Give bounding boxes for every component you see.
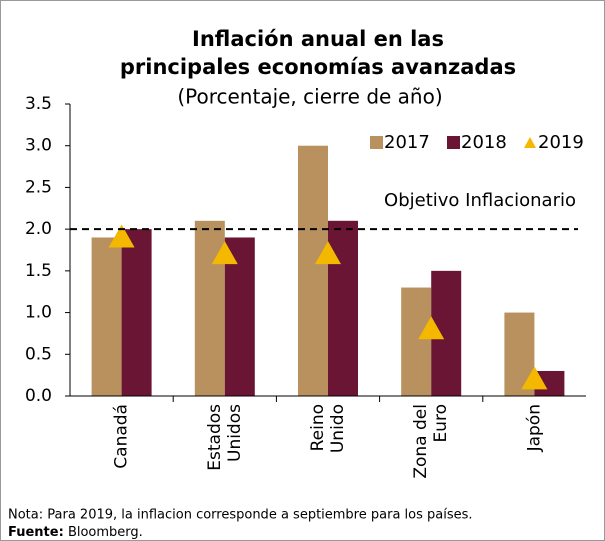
chart-title: principales economías avanzadas: [120, 55, 516, 79]
y-tick-label: 3.5: [25, 94, 52, 114]
chart-title: Inflación anual en las: [192, 27, 444, 51]
source-label: Fuente:: [8, 525, 64, 540]
x-tick-label: Euro: [431, 404, 451, 443]
y-tick-label: 1.5: [25, 261, 52, 281]
legend-label: 2017: [384, 132, 430, 153]
bar: [298, 145, 328, 396]
x-tick-label: Unido: [328, 404, 348, 453]
bar: [328, 220, 358, 396]
reference-label: Objetivo Inflacionario: [384, 190, 576, 211]
note: Nota: Para 2019, la inflacion correspond…: [8, 508, 473, 523]
source-text: Bloomberg.: [68, 525, 143, 540]
marker: [521, 366, 548, 390]
y-tick-label: 2.0: [25, 219, 52, 239]
y-tick-label: 0.0: [25, 386, 52, 406]
x-tick-label: Reino: [308, 404, 328, 451]
bar: [121, 229, 152, 396]
legend-label: 2018: [461, 132, 507, 153]
marker: [108, 224, 135, 248]
x-tick-label: Zona del: [411, 404, 431, 479]
source: Fuente: Bloomberg.: [8, 525, 143, 540]
bar: [401, 287, 432, 396]
marker: [315, 241, 341, 265]
x-tick-label: Japón: [524, 404, 544, 452]
legend-swatch: [447, 136, 460, 149]
marker: [418, 316, 445, 340]
marker: [211, 241, 238, 265]
legend-swatch: [524, 137, 536, 148]
bar: [194, 220, 225, 396]
y-tick-label: 3.0: [25, 136, 52, 156]
legend-swatch: [370, 136, 383, 149]
x-tick-label: Unidos: [225, 404, 245, 462]
y-tick-label: 0.5: [25, 344, 52, 364]
x-tick-label: Canadá: [112, 404, 132, 469]
chart-subtitle: (Porcentaje, cierre de año): [177, 85, 442, 109]
legend-label: 2019: [538, 132, 584, 153]
bar: [91, 237, 122, 396]
y-tick-label: 1.0: [25, 303, 52, 323]
x-tick-label: Estados: [205, 404, 225, 471]
y-tick-label: 2.5: [25, 177, 52, 197]
